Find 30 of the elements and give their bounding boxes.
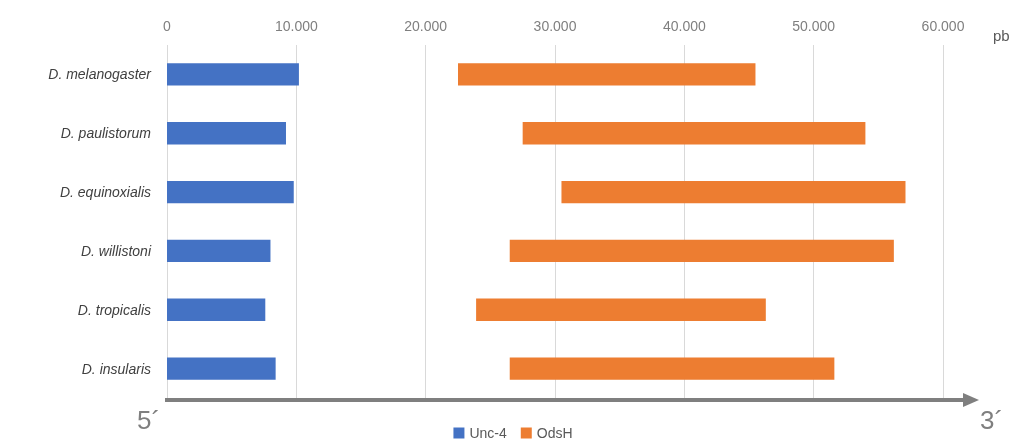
bar	[167, 239, 271, 263]
bar	[167, 298, 266, 321]
bar	[458, 63, 756, 86]
y-tick-label: D. melanogaster	[48, 66, 153, 83]
bar	[167, 63, 299, 86]
bar	[167, 122, 286, 145]
text: 3´	[980, 405, 1004, 436]
bar	[509, 239, 894, 263]
y-tick-label: D. equinoxialis	[59, 184, 151, 201]
x-tick-label: 20.000	[404, 18, 448, 34]
bar	[522, 122, 866, 145]
text: 5´	[137, 405, 161, 436]
legend-label: OdsH	[536, 425, 573, 441]
y-tick-label: D. willistoni	[80, 242, 152, 259]
bar	[167, 357, 276, 380]
bar	[561, 180, 906, 204]
x-tick-label: 50.000	[792, 18, 836, 34]
legend-label: Unc-4	[469, 425, 507, 441]
y-tick-label: D. insularis	[81, 360, 151, 377]
y-tick-label: D. tropicalis	[77, 301, 151, 318]
x-tick-label: 0	[163, 18, 172, 34]
x-tick-label: 40.000	[662, 18, 706, 34]
x-tick-label: 30.000	[533, 18, 577, 34]
bar	[476, 298, 766, 321]
x-tick-label: 10.000	[274, 18, 318, 34]
bar	[509, 357, 835, 380]
y-tick-label: D. paulistorum	[60, 125, 152, 142]
x-axis-title: pb	[993, 27, 1010, 44]
x-tick-label: 60.000	[921, 18, 965, 34]
bar	[167, 180, 294, 204]
